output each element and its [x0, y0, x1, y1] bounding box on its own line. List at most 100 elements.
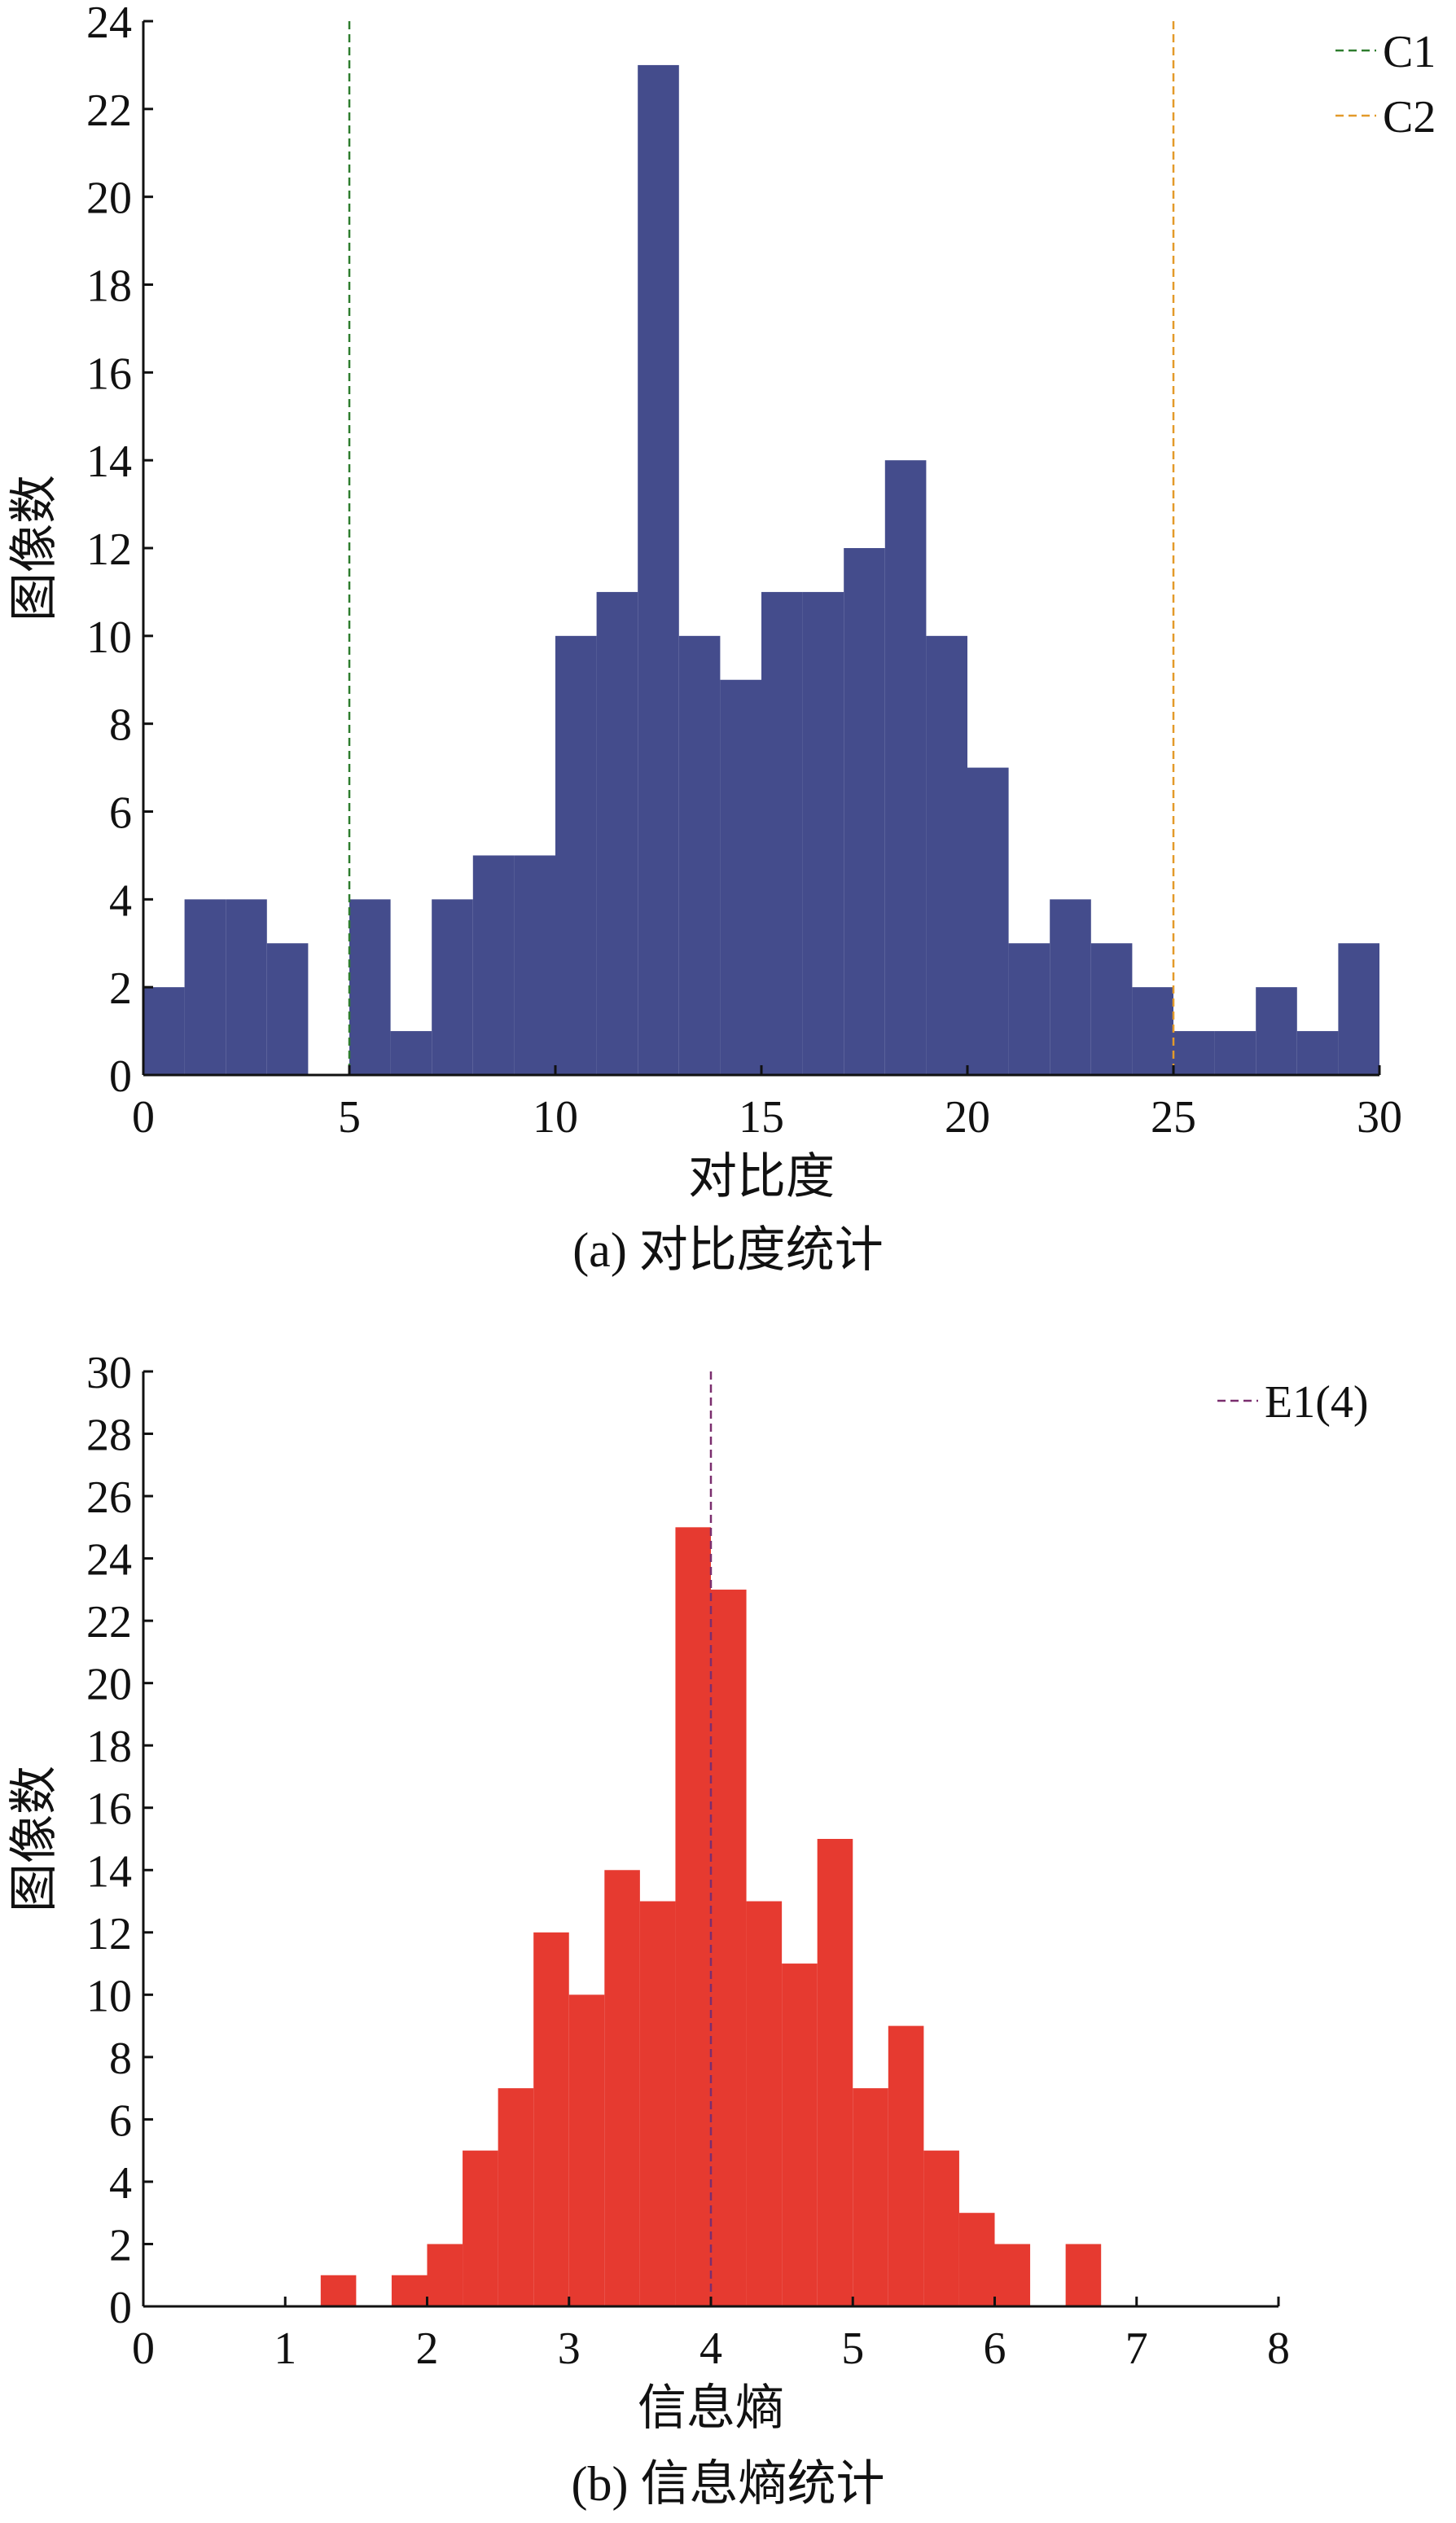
entropy-y-tick-label: 16: [86, 1784, 132, 1835]
contrast-bar: [926, 635, 967, 1075]
contrast-y-tick-label: 6: [109, 788, 132, 839]
contrast-bar: [349, 899, 391, 1075]
entropy-y-tick-label: 14: [86, 1846, 132, 1897]
contrast-bar: [1050, 899, 1091, 1075]
contrast-x-tick-label: 0: [132, 1092, 155, 1143]
contrast-bar: [1296, 1031, 1339, 1075]
contrast-x-tick-label: 25: [1151, 1092, 1196, 1143]
entropy-y-tick-label: 6: [109, 2095, 132, 2146]
entropy-x-tick-label: 0: [132, 2323, 155, 2374]
contrast-legend-label: C1: [1383, 27, 1436, 77]
entropy-bar: [320, 2275, 357, 2306]
contrast-x-tick-label: 5: [338, 1092, 361, 1143]
entropy-y-tick-label: 26: [86, 1472, 132, 1523]
contrast-y-tick-label: 10: [86, 612, 132, 663]
entropy-y-tick-label: 18: [86, 1722, 132, 1772]
entropy-bar: [427, 2244, 463, 2306]
entropy-y-axis-label: 图像数: [6, 1766, 63, 1912]
contrast-y-tick-label: 20: [86, 173, 132, 224]
contrast-histogram-panel: 0 2 4 6 8 10 12 14 16 18 20 22 24 0 5 10 15 20 25 30 对比度 图像数 C…: [6, 0, 1436, 1277]
contrast-bar: [555, 635, 597, 1075]
entropy-x-axis-label: 信息熵: [638, 2380, 784, 2437]
contrast-y-tick-label: 4: [109, 875, 132, 926]
contrast-y-axis-label: 图像数: [6, 475, 63, 621]
entropy-bar: [533, 1932, 569, 2306]
entropy-bar: [888, 2025, 924, 2306]
entropy-bar: [568, 1994, 605, 2306]
entropy-bar: [853, 2088, 888, 2306]
contrast-bar: [802, 591, 844, 1075]
entropy-bar: [1065, 2244, 1102, 2306]
entropy-caption: (b) 信息熵统计: [571, 2457, 885, 2511]
entropy-bar: [958, 2213, 995, 2306]
entropy-bar: [498, 2088, 534, 2306]
entropy-histogram-panel: 0 2 4 6 8 10 12 14 16 18 20 22 24 26 28 30 0 1 2 3 4 5 6 7 8 信息熵图…: [0, 1303, 1456, 2523]
contrast-bar: [844, 548, 885, 1075]
entropy-x-tick-label: 5: [841, 2323, 864, 2374]
entropy-bar: [391, 2275, 428, 2306]
entropy-y-tick-label: 24: [86, 1535, 132, 1586]
contrast-bar: [596, 591, 638, 1075]
entropy-bar: [604, 1870, 640, 2306]
entropy-legend-label: E1(4): [1265, 1377, 1369, 1428]
contrast-bar: [472, 855, 515, 1075]
entropy-y-tick-label: 22: [86, 1597, 132, 1648]
contrast-bar: [266, 943, 309, 1075]
entropy-bar: [711, 1589, 747, 2306]
entropy-y-tick-label: 0: [109, 2283, 132, 2333]
contrast-y-tick-label: 18: [86, 261, 132, 312]
contrast-y-tick-label: 12: [86, 524, 132, 575]
contrast-y-tick-label: 8: [109, 700, 132, 751]
contrast-x-tick-label: 15: [739, 1092, 784, 1143]
entropy-x-tick-label: 6: [984, 2323, 1006, 2374]
contrast-y-tick-label: 24: [86, 0, 132, 48]
entropy-bar: [817, 1839, 853, 2306]
entropy-bar: [782, 1964, 818, 2306]
contrast-x-tick-label: 30: [1357, 1092, 1402, 1143]
contrast-bar: [761, 591, 803, 1075]
entropy-y-tick-label: 8: [109, 2034, 132, 2084]
contrast-bar: [1173, 1031, 1215, 1075]
contrast-bar: [1338, 943, 1379, 1075]
contrast-bar: [967, 767, 1009, 1075]
contrast-bar: [638, 64, 679, 1076]
contrast-bar: [1214, 1031, 1256, 1075]
contrast-bar: [1132, 987, 1173, 1075]
contrast-bar: [390, 1031, 432, 1075]
entropy-x-tick-label: 3: [558, 2323, 581, 2374]
contrast-legend-label: C2: [1383, 92, 1436, 143]
contrast-x-tick-label: 20: [945, 1092, 990, 1143]
contrast-bar: [432, 899, 473, 1075]
contrast-y-tick-label: 0: [109, 1051, 132, 1102]
entropy-bar: [746, 1901, 783, 2306]
contrast-bar: [720, 679, 761, 1075]
contrast-bar: [143, 987, 185, 1075]
contrast-y-tick-label: 16: [86, 349, 132, 399]
contrast-x-tick-label: 10: [533, 1092, 578, 1143]
entropy-y-tick-label: 4: [109, 2158, 132, 2209]
entropy-x-tick-label: 2: [416, 2323, 439, 2374]
entropy-x-tick-label: 8: [1267, 2323, 1290, 2374]
contrast-bar: [184, 899, 226, 1075]
contrast-y-tick-label: 22: [86, 86, 132, 136]
entropy-y-tick-label: 28: [86, 1411, 132, 1461]
entropy-x-tick-label: 1: [274, 2323, 296, 2374]
entropy-bar: [463, 2150, 498, 2306]
entropy-y-tick-label: 20: [86, 1660, 132, 1710]
contrast-bar: [514, 855, 555, 1075]
contrast-bar: [884, 460, 927, 1075]
entropy-y-tick-label: 30: [86, 1348, 132, 1398]
entropy-bar: [923, 2150, 959, 2306]
contrast-bar: [1008, 943, 1050, 1075]
contrast-bar: [1256, 987, 1297, 1075]
contrast-y-tick-label: 2: [109, 963, 132, 1014]
entropy-bar: [639, 1901, 676, 2306]
entropy-y-tick-label: 2: [109, 2220, 132, 2271]
contrast-bar: [1090, 943, 1133, 1075]
entropy-bar: [994, 2244, 1031, 2306]
entropy-x-tick-label: 7: [1125, 2323, 1148, 2374]
contrast-caption: (a) 对比度统计: [572, 1223, 884, 1277]
entropy-x-tick-label: 4: [699, 2323, 722, 2374]
